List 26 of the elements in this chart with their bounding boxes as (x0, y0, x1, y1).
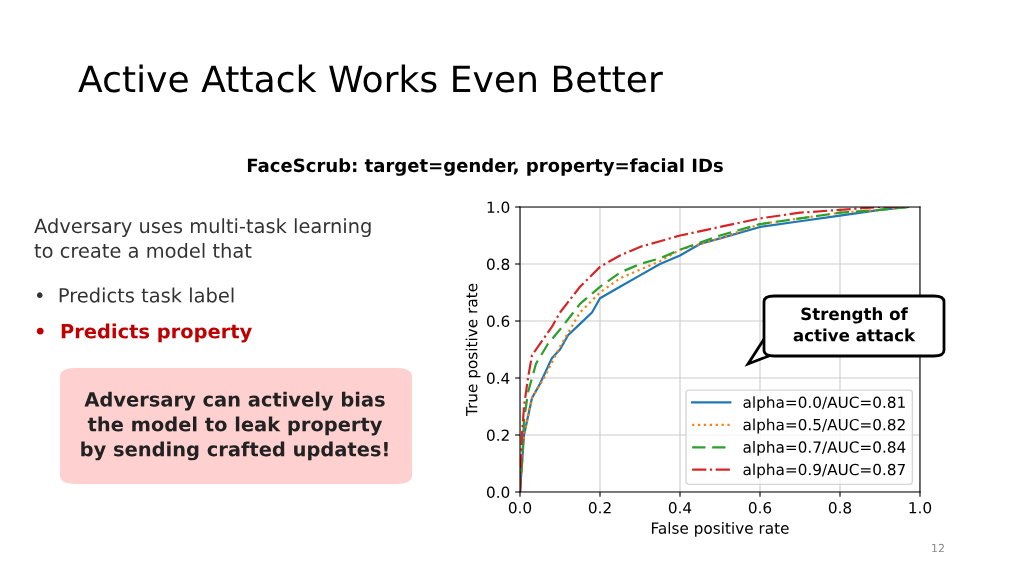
y-tick-label: 0.8 (486, 258, 510, 271)
x-tick-label: 0.0 (508, 501, 532, 514)
chart-subtitle: FaceScrub: target=gender, property=facial IDs (247, 158, 723, 176)
text: Adversary can actively bias the model to leak property by sending crafted updates! (81, 391, 388, 461)
y-tick-label: 0.4 (486, 372, 510, 385)
text: • Predicts task label (36, 287, 234, 303)
legend-label: alpha=0.0/AUC=0.81 (743, 396, 905, 411)
x-tick-label: 0.6 (748, 501, 772, 514)
x-tick-label: 0.2 (588, 501, 611, 514)
y-tick-label: 0.2 (486, 429, 509, 442)
x-tick-label: 1.0 (909, 501, 932, 514)
legend-label: alpha=0.9/AUC=0.87 (743, 463, 905, 479)
annotation: Strength of active attack (793, 307, 916, 342)
y-tick-label: 1.0 (487, 201, 510, 214)
y-tick-label: 0.0 (486, 486, 510, 499)
x-axis-title: False positive rate (651, 522, 789, 537)
y-axis-title: True positive rate (465, 283, 481, 417)
legend-label: alpha=0.7/AUC=0.84 (743, 441, 906, 456)
legend-label: alpha=0.5/AUC=0.82 (743, 418, 905, 434)
x-tick-label: 0.4 (668, 501, 692, 514)
x-tick-label: 0.8 (828, 501, 852, 514)
text: Adversary uses multi-task learning to create a model that (34, 218, 371, 259)
text: • Predicts property (36, 323, 252, 343)
y-tick-label: 0.6 (486, 315, 510, 328)
text: 12 (932, 543, 944, 553)
chart-title: Active Attack Works Even Better (78, 64, 663, 93)
